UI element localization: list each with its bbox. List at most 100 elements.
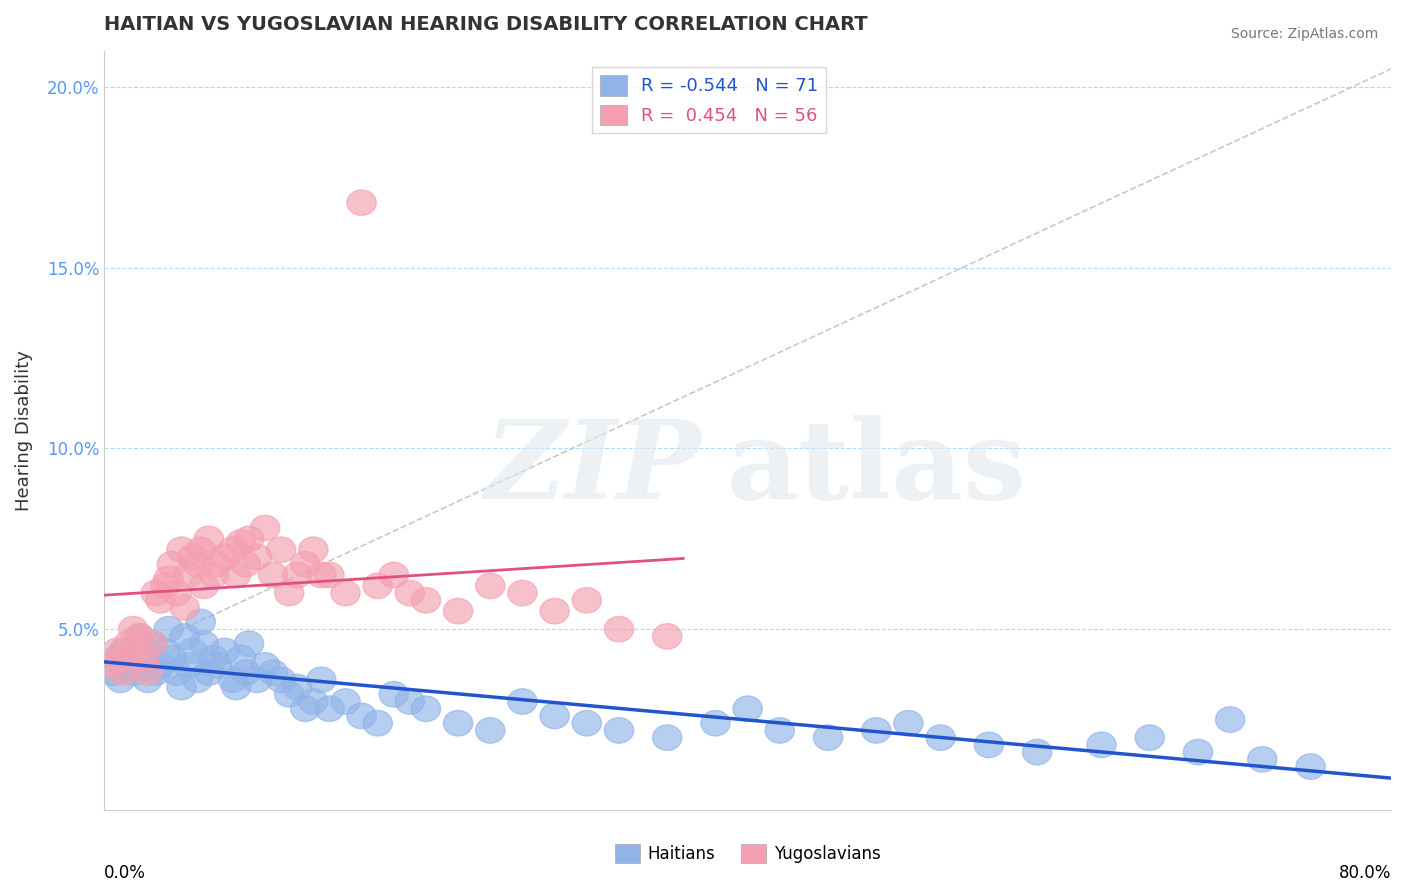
Ellipse shape <box>395 689 425 714</box>
Ellipse shape <box>814 725 842 750</box>
Ellipse shape <box>226 645 256 671</box>
Text: 0.0%: 0.0% <box>104 864 146 882</box>
Ellipse shape <box>226 530 256 555</box>
Ellipse shape <box>167 674 195 700</box>
Ellipse shape <box>179 638 207 664</box>
Ellipse shape <box>291 696 321 722</box>
Ellipse shape <box>862 718 891 743</box>
Ellipse shape <box>222 674 250 700</box>
Ellipse shape <box>363 573 392 599</box>
Ellipse shape <box>167 537 195 563</box>
Ellipse shape <box>927 725 955 750</box>
Ellipse shape <box>700 710 730 736</box>
Ellipse shape <box>250 516 280 541</box>
Ellipse shape <box>380 681 408 707</box>
Ellipse shape <box>146 653 176 678</box>
Ellipse shape <box>105 667 135 692</box>
Ellipse shape <box>283 562 312 588</box>
Text: Source: ZipAtlas.com: Source: ZipAtlas.com <box>1230 27 1378 41</box>
Ellipse shape <box>1296 754 1326 780</box>
Ellipse shape <box>330 689 360 714</box>
Ellipse shape <box>1216 706 1244 732</box>
Ellipse shape <box>412 696 440 722</box>
Ellipse shape <box>122 638 150 664</box>
Ellipse shape <box>173 562 202 588</box>
Ellipse shape <box>170 624 200 649</box>
Ellipse shape <box>605 616 634 642</box>
Ellipse shape <box>274 581 304 606</box>
Ellipse shape <box>103 638 132 664</box>
Ellipse shape <box>412 588 440 613</box>
Ellipse shape <box>202 653 232 678</box>
Ellipse shape <box>974 732 1004 757</box>
Ellipse shape <box>141 581 170 606</box>
Ellipse shape <box>211 638 239 664</box>
Ellipse shape <box>134 660 162 685</box>
Ellipse shape <box>183 551 212 577</box>
Text: atlas: atlas <box>727 415 1026 522</box>
Ellipse shape <box>122 638 150 664</box>
Ellipse shape <box>125 624 155 649</box>
Text: ZIP: ZIP <box>485 415 702 522</box>
Ellipse shape <box>540 703 569 729</box>
Ellipse shape <box>146 588 176 613</box>
Ellipse shape <box>157 551 187 577</box>
Ellipse shape <box>162 660 191 685</box>
Ellipse shape <box>218 667 247 692</box>
Ellipse shape <box>173 653 202 678</box>
Ellipse shape <box>157 645 187 671</box>
Ellipse shape <box>540 599 569 624</box>
Ellipse shape <box>1184 739 1212 764</box>
Ellipse shape <box>475 573 505 599</box>
Ellipse shape <box>97 653 127 678</box>
Ellipse shape <box>307 667 336 692</box>
Ellipse shape <box>572 588 602 613</box>
Ellipse shape <box>242 544 271 570</box>
Ellipse shape <box>475 718 505 743</box>
Ellipse shape <box>129 645 159 671</box>
Ellipse shape <box>250 653 280 678</box>
Ellipse shape <box>605 718 634 743</box>
Ellipse shape <box>242 667 271 692</box>
Ellipse shape <box>150 573 180 599</box>
Ellipse shape <box>114 631 143 657</box>
Ellipse shape <box>129 645 159 671</box>
Ellipse shape <box>162 581 191 606</box>
Ellipse shape <box>259 660 288 685</box>
Ellipse shape <box>443 599 472 624</box>
Ellipse shape <box>508 689 537 714</box>
Ellipse shape <box>170 595 200 620</box>
Ellipse shape <box>572 710 602 736</box>
Ellipse shape <box>108 660 138 685</box>
Ellipse shape <box>283 674 312 700</box>
Ellipse shape <box>267 667 295 692</box>
Ellipse shape <box>202 551 232 577</box>
Ellipse shape <box>1087 732 1116 757</box>
Text: HAITIAN VS YUGOSLAVIAN HEARING DISABILITY CORRELATION CHART: HAITIAN VS YUGOSLAVIAN HEARING DISABILIT… <box>104 15 868 34</box>
Ellipse shape <box>114 653 143 678</box>
Ellipse shape <box>108 638 138 664</box>
Ellipse shape <box>315 562 344 588</box>
Ellipse shape <box>103 645 132 671</box>
Ellipse shape <box>1135 725 1164 750</box>
Ellipse shape <box>153 616 183 642</box>
Ellipse shape <box>186 537 215 563</box>
Ellipse shape <box>347 190 377 216</box>
Ellipse shape <box>141 660 170 685</box>
Ellipse shape <box>183 667 212 692</box>
Ellipse shape <box>1022 739 1052 764</box>
Ellipse shape <box>380 562 408 588</box>
Ellipse shape <box>652 624 682 649</box>
Ellipse shape <box>267 537 295 563</box>
Text: 80.0%: 80.0% <box>1339 864 1391 882</box>
Ellipse shape <box>765 718 794 743</box>
Ellipse shape <box>97 660 127 685</box>
Ellipse shape <box>508 581 537 606</box>
Ellipse shape <box>118 616 148 642</box>
Ellipse shape <box>138 631 167 657</box>
Ellipse shape <box>259 562 288 588</box>
Ellipse shape <box>186 609 215 635</box>
Ellipse shape <box>231 660 260 685</box>
Ellipse shape <box>150 638 180 664</box>
Ellipse shape <box>200 562 228 588</box>
